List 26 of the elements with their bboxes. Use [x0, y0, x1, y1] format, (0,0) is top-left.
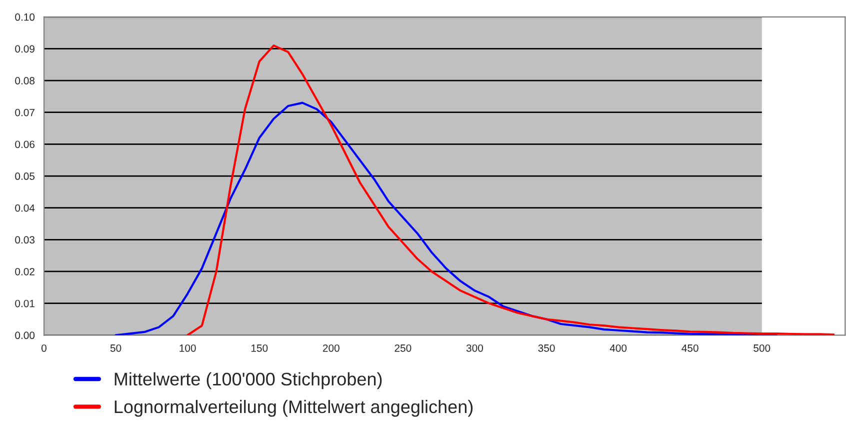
y-tick-label: 0.00: [15, 332, 35, 340]
x-tick-label: 200: [322, 344, 340, 352]
x-tick-label: 100: [180, 344, 196, 352]
line-series: [114, 102, 778, 336]
x-tick-label: 0: [42, 344, 46, 352]
y-tick-label: 0.04: [15, 204, 35, 212]
y-tick-label: 0.10: [15, 13, 35, 21]
x-tick-label: 350: [538, 344, 555, 352]
y-tick-label: 0.02: [15, 268, 34, 276]
legend-label: Lognormalverteilung (Mittelwert angeglichen): [114, 400, 473, 417]
y-tick-label: 0.01: [15, 300, 34, 308]
y-tick-label: 0.06: [15, 140, 35, 148]
x-tick-label: 50: [110, 344, 122, 352]
x-tick-label: 150: [251, 344, 268, 352]
y-tick-label: 0.07: [15, 108, 34, 116]
x-tick-label: 500: [754, 344, 770, 352]
x-tick-label: 250: [394, 344, 412, 352]
y-tick-label: 0.03: [15, 236, 35, 244]
legend-label: Mittelwerte (100'000 Stichproben): [114, 372, 382, 390]
x-tick-label: 400: [610, 344, 627, 352]
x-tick-label: 450: [682, 344, 698, 352]
y-tick-label: 0.08: [15, 77, 35, 84]
x-tick-label: 300: [466, 344, 484, 352]
y-tick-label: 0.05: [15, 172, 35, 180]
y-tick-label: 0.09: [15, 45, 34, 53]
line-series: [186, 44, 835, 336]
